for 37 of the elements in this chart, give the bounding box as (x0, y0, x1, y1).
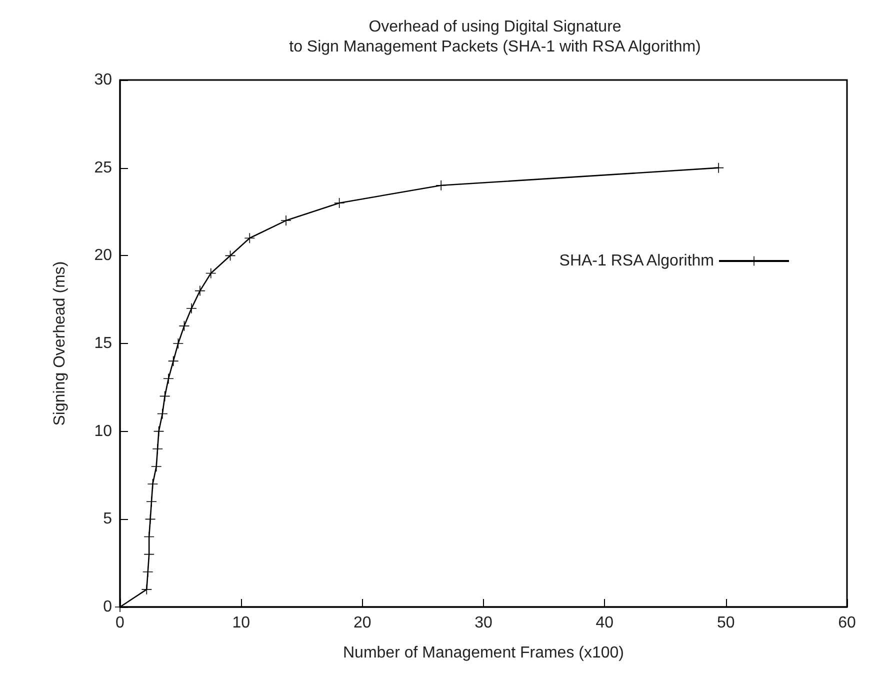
point (151, 461, 162, 472)
point (146, 496, 157, 507)
y-tick-label: 10 (94, 422, 112, 440)
point (714, 162, 724, 173)
x-tick-label: 10 (232, 614, 250, 632)
point (334, 198, 344, 208)
point (194, 286, 205, 296)
point (168, 356, 178, 366)
chart-title: Overhead of using Digital Signature to Sign Management Packets (SHA-1 with RSA Algorithm) (289, 18, 701, 56)
y-tick-label: 15 (94, 335, 112, 352)
x-tick-label: 0 (116, 614, 125, 632)
y-tick-label: 20 (94, 247, 112, 264)
x-tick-label: 40 (596, 614, 614, 632)
point (157, 408, 168, 419)
legend-label: SHA-1 RSA Algorithm (559, 252, 714, 270)
y-axis-title: Signing Overhead (ms) (52, 261, 68, 426)
y-tick-label: 30 (94, 72, 112, 88)
point (142, 584, 152, 594)
x-tick-label: 60 (838, 614, 856, 632)
point (281, 216, 291, 226)
point (142, 566, 153, 577)
point (436, 180, 446, 190)
x-tick-label: 30 (474, 614, 492, 632)
y-tick-label: 25 (94, 159, 112, 176)
y-tick-label: 5 (103, 510, 112, 528)
y-tick-label: 0 (103, 598, 112, 616)
x-tick-label: 50 (716, 614, 735, 632)
x-tick-label: 20 (353, 614, 372, 632)
x-axis-title: Number of Management Frames (x100) (343, 644, 624, 662)
point (163, 374, 174, 384)
point (244, 233, 255, 244)
point (148, 479, 158, 490)
point (206, 268, 216, 278)
point (179, 320, 190, 331)
point (186, 303, 196, 314)
point (173, 338, 184, 348)
point (152, 444, 163, 454)
